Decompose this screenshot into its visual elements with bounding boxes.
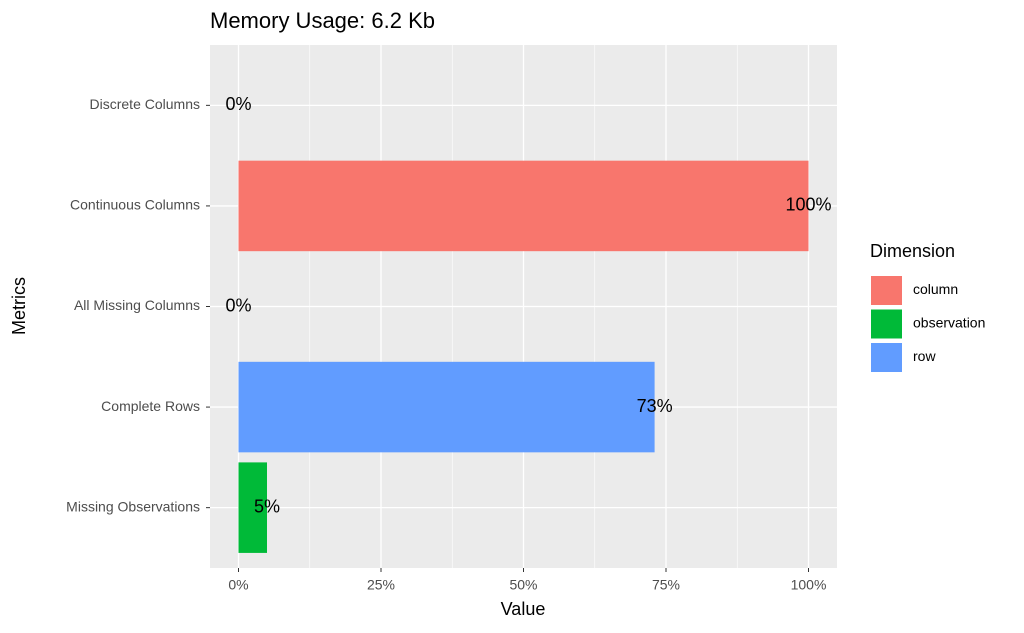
legend-key [871, 276, 902, 305]
y-tick-label: Continuous Columns [70, 197, 200, 213]
legend-key [871, 309, 902, 339]
bar [238, 462, 267, 553]
x-tick-label: 50% [509, 577, 537, 593]
x-tick-label: 75% [652, 577, 680, 593]
value-label: 5% [254, 496, 280, 516]
x-axis-title: Value [501, 599, 546, 619]
value-label: 73% [637, 396, 673, 416]
y-tick-label: Complete Rows [101, 398, 200, 414]
legend-label: row [913, 348, 936, 364]
legend-label: column [913, 281, 958, 297]
y-axis-title: Metrics [9, 277, 29, 335]
value-label: 100% [785, 195, 831, 215]
legend-key [871, 343, 902, 372]
bar [238, 361, 655, 453]
chart-title: Memory Usage: 6.2 Kb [210, 8, 435, 33]
value-label: 0% [225, 94, 251, 114]
x-tick-label: 100% [791, 577, 827, 593]
legend-title: Dimension [870, 241, 955, 261]
x-tick-label: 25% [367, 577, 395, 593]
legend-label: observation [913, 315, 985, 331]
x-tick-label: 0% [228, 577, 248, 593]
y-tick-label: All Missing Columns [74, 297, 200, 313]
bar [238, 160, 809, 252]
value-label: 0% [225, 295, 251, 315]
y-tick-label: Missing Observations [66, 498, 200, 514]
y-tick-label: Discrete Columns [90, 96, 200, 112]
